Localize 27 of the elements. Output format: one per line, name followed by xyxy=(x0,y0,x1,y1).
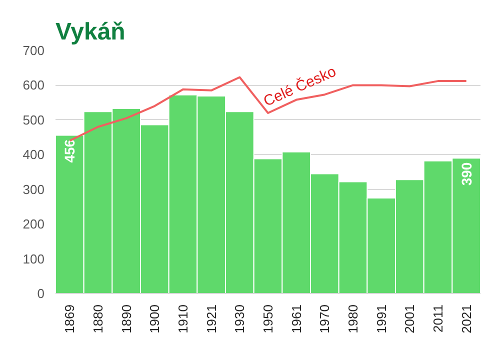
y-tick-label: 500 xyxy=(22,112,45,128)
x-tick-label: 1890 xyxy=(118,304,134,334)
y-tick-label: 400 xyxy=(22,147,45,162)
data-label: 456 xyxy=(62,139,78,163)
x-tick-label: 1991 xyxy=(374,304,389,334)
y-tick-label: 300 xyxy=(22,182,45,197)
x-tick-label: 2001 xyxy=(402,304,418,334)
y-tick-label: 600 xyxy=(22,78,45,93)
x-tick-label: 2021 xyxy=(458,304,474,334)
chart-title: Vykáň xyxy=(56,18,126,46)
x-tick-label: 1921 xyxy=(204,304,219,334)
data-label: 390 xyxy=(458,162,474,186)
x-tick-label: 1880 xyxy=(90,304,106,334)
x-tick-label: 1900 xyxy=(147,304,162,334)
y-tick-label: 700 xyxy=(22,43,45,58)
x-tick-label: 1910 xyxy=(176,304,190,334)
x-tick-label: 1961 xyxy=(288,304,304,334)
x-tick-label: 2011 xyxy=(430,304,446,332)
x-tick-label: 1950 xyxy=(260,304,276,334)
x-tick-label: 1930 xyxy=(232,304,248,334)
x-tick-label: 1970 xyxy=(317,304,332,334)
y-tick-label: 100 xyxy=(22,251,45,266)
y-tick-label: 200 xyxy=(22,216,45,232)
y-tick-label: 0 xyxy=(37,286,45,301)
text: Celé Česko xyxy=(260,62,339,110)
x-tick-label: 1869 xyxy=(62,304,78,334)
x-tick-label: 1980 xyxy=(346,304,360,334)
